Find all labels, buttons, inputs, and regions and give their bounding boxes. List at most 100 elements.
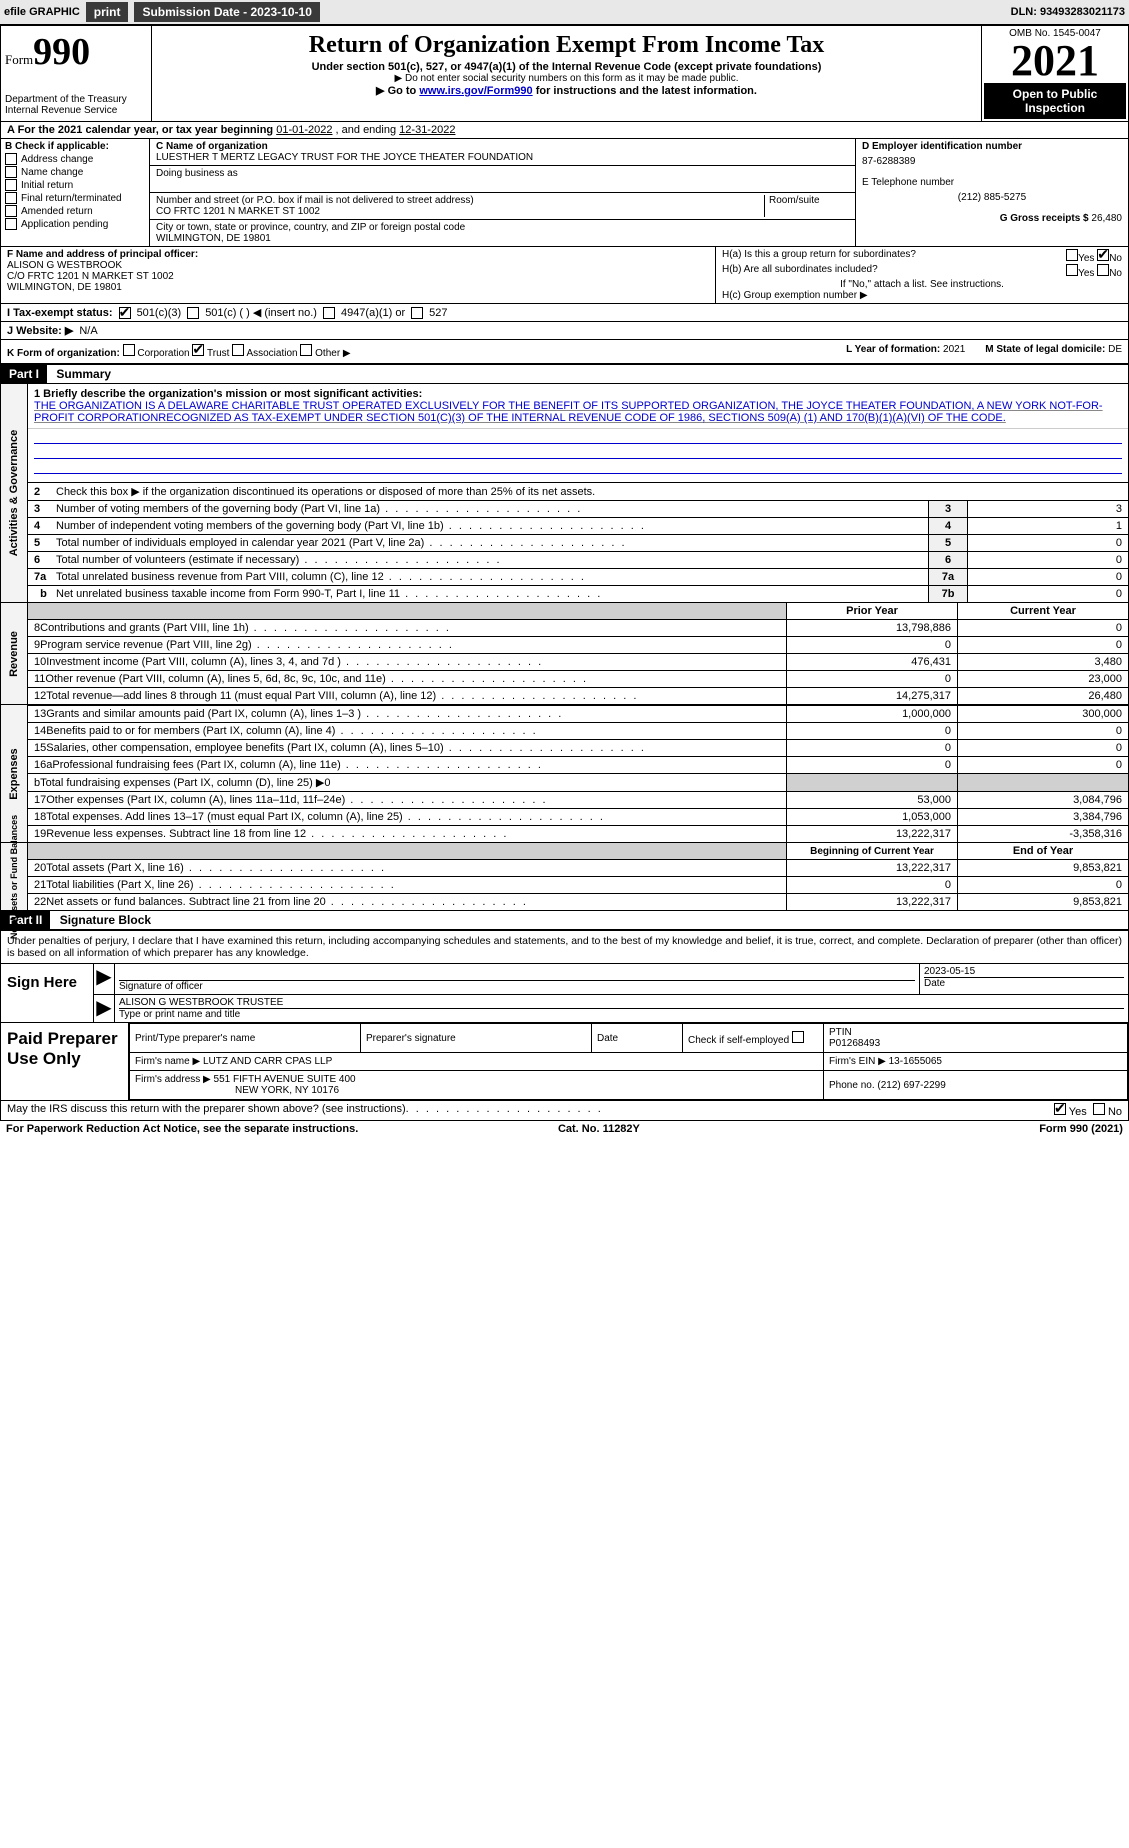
officer-name: ALISON G WESTBROOK — [7, 260, 122, 271]
table-row: 4Number of independent voting members of… — [28, 518, 1128, 535]
checkbox-discuss-no[interactable] — [1093, 1103, 1105, 1115]
preparer-name-header: Print/Type preparer's name — [130, 1024, 361, 1053]
ha-no: No — [1109, 253, 1122, 264]
discuss-yes: Yes — [1069, 1106, 1087, 1118]
discuss-no: No — [1108, 1106, 1122, 1118]
vtab-netassets: Net Assets or Fund Balances — [1, 843, 28, 910]
header-mid: Return of Organization Exempt From Incom… — [152, 26, 981, 121]
cb-label-3: Final return/terminated — [21, 193, 122, 204]
cb-label-1: Name change — [21, 167, 83, 178]
checkbox-4947[interactable] — [323, 307, 335, 319]
firm-name: LUTZ AND CARR CPAS LLP — [203, 1056, 332, 1067]
print-button[interactable]: print — [86, 2, 129, 22]
checkbox-ha-no[interactable] — [1097, 249, 1109, 261]
header-left: Form990 Department of the Treasury Inter… — [1, 26, 152, 121]
part-2-title: Signature Block — [54, 913, 151, 927]
opt-corp: Corporation — [137, 348, 189, 359]
tax-year: 2021 — [984, 39, 1126, 83]
table-row: 5Total number of individuals employed in… — [28, 535, 1128, 552]
dba-label: Doing business as — [156, 168, 849, 179]
opt-501c3: 501(c)(3) — [137, 307, 182, 319]
firm-addr1: 551 FIFTH AVENUE SUITE 400 — [214, 1074, 356, 1085]
bottom-line: For Paperwork Reduction Act Notice, see … — [0, 1121, 1129, 1137]
vtab-exp-text: Expenses — [8, 748, 20, 799]
section-bcd: B Check if applicable: Address change Na… — [0, 139, 1129, 247]
org-address: CO FRTC 1201 N MARKET ST 1002 — [156, 206, 764, 217]
checkbox-initial-return[interactable] — [5, 179, 17, 191]
discuss-text: May the IRS discuss this return with the… — [7, 1103, 406, 1118]
checkbox-other[interactable] — [300, 344, 312, 356]
checkbox-hb-yes[interactable] — [1066, 264, 1078, 276]
name-cell: ALISON G WESTBROOK TRUSTEE Type or print… — [114, 995, 1128, 1022]
form-header: Form990 Department of the Treasury Inter… — [0, 25, 1129, 122]
prior-year-header: Prior Year — [787, 603, 958, 620]
checkbox-name-change[interactable] — [5, 166, 17, 178]
formation-year: 2021 — [943, 344, 965, 355]
form-subtitle-1: Under section 501(c), 527, or 4947(a)(1)… — [156, 61, 977, 73]
room-label: Room/suite — [764, 195, 849, 217]
table-row: 14Benefits paid to or for members (Part … — [28, 723, 1128, 740]
hb-no: No — [1109, 268, 1122, 279]
row-a-mid: , and ending — [336, 124, 400, 136]
open-inspection-badge: Open to Public Inspection — [984, 83, 1126, 119]
ptin-label: PTIN — [829, 1027, 852, 1038]
checkbox-assoc[interactable] — [232, 344, 244, 356]
checkbox-trust[interactable] — [192, 344, 204, 356]
firm-ein-label: Firm's EIN ▶ — [829, 1056, 889, 1067]
checkbox-self-employed[interactable] — [792, 1031, 804, 1043]
checkbox-501c3[interactable] — [119, 307, 131, 319]
checkbox-address-change[interactable] — [5, 153, 17, 165]
irs-link[interactable]: www.irs.gov/Form990 — [419, 85, 532, 97]
beginning-year-header: Beginning of Current Year — [787, 843, 958, 860]
form-title: Return of Organization Exempt From Incom… — [156, 32, 977, 59]
part-1-header-row: Part I Summary — [0, 364, 1129, 384]
ein-value: 87-6288389 — [862, 156, 1122, 167]
hb-yes: Yes — [1078, 268, 1094, 279]
table-row: bNet unrelated business taxable income f… — [28, 586, 1128, 603]
sub3-post: for instructions and the latest informat… — [533, 85, 757, 97]
checkbox-501c[interactable] — [187, 307, 199, 319]
submission-date-button[interactable]: Submission Date - 2023-10-10 — [134, 2, 319, 22]
row-j-website: J Website: ▶ N/A — [0, 322, 1129, 340]
mission-label: 1 Briefly describe the organization's mi… — [34, 388, 422, 400]
ha-yes: Yes — [1078, 253, 1094, 264]
table-row: 11Other revenue (Part VIII, column (A), … — [28, 671, 1128, 688]
section-fh: F Name and address of principal officer:… — [0, 247, 1129, 304]
row-i-tax-status: I Tax-exempt status: 501(c)(3) 501(c) ( … — [0, 304, 1129, 322]
checkbox-amended-return[interactable] — [5, 205, 17, 217]
col-d-ein: D Employer identification number 87-6288… — [856, 139, 1128, 246]
sign-date-label: Date — [924, 977, 1124, 989]
opt-4947: 4947(a)(1) or — [341, 307, 405, 319]
table-row: 19Revenue less expenses. Subtract line 1… — [28, 826, 1128, 843]
vtab-revenue: Revenue — [1, 603, 28, 704]
table-row: 8Contributions and grants (Part VIII, li… — [28, 620, 1128, 637]
checkbox-hb-no[interactable] — [1097, 264, 1109, 276]
table-row: 16aProfessional fundraising fees (Part I… — [28, 757, 1128, 774]
tax-year-begin: 01-01-2022 — [276, 124, 332, 136]
ha-label: H(a) Is this a group return for subordin… — [722, 249, 916, 264]
checkbox-ha-yes[interactable] — [1066, 249, 1078, 261]
firm-addr2: NEW YORK, NY 10176 — [135, 1085, 339, 1096]
paid-preparer-label: Paid Preparer Use Only — [1, 1023, 128, 1100]
paid-preparer-table: Print/Type preparer's name Preparer's si… — [129, 1023, 1128, 1100]
checkbox-discuss-yes[interactable] — [1054, 1103, 1066, 1115]
domicile-state: DE — [1108, 344, 1122, 355]
vtab-governance: Activities & Governance — [1, 384, 28, 602]
checkbox-527[interactable] — [411, 307, 423, 319]
opt-501c: 501(c) ( ) ◀ (insert no.) — [205, 306, 317, 319]
pra-notice: For Paperwork Reduction Act Notice, see … — [6, 1123, 358, 1135]
checkbox-final-return[interactable] — [5, 192, 17, 204]
cb-label-0: Address change — [21, 154, 93, 165]
table-row: 17Other expenses (Part IX, column (A), l… — [28, 792, 1128, 809]
vtab-net-text: Net Assets or Fund Balances — [9, 814, 19, 938]
table-row: 9Program service revenue (Part VIII, lin… — [28, 637, 1128, 654]
row-l-label: L Year of formation: — [846, 344, 943, 355]
col-f-officer: F Name and address of principal officer:… — [1, 247, 716, 303]
checkbox-corp[interactable] — [123, 344, 135, 356]
mission-text: THE ORGANIZATION IS A DELAWARE CHARITABL… — [34, 400, 1122, 424]
form-subtitle-3: ▶ Go to www.irs.gov/Form990 for instruct… — [156, 84, 977, 97]
table-row: 22Net assets or fund balances. Subtract … — [28, 894, 1128, 911]
checkbox-application-pending[interactable] — [5, 218, 17, 230]
tax-year-end: 12-31-2022 — [399, 124, 455, 136]
netassets-table: Beginning of Current YearEnd of Year 20T… — [28, 843, 1128, 910]
